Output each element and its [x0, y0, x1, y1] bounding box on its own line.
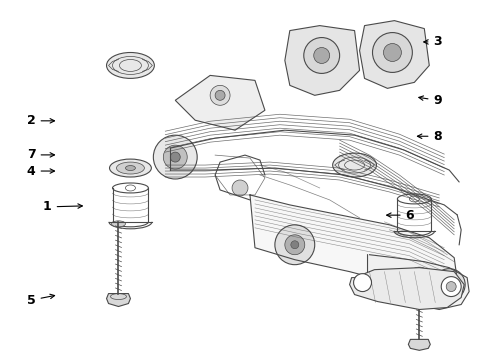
Text: 6: 6	[387, 209, 414, 222]
Text: 8: 8	[417, 130, 442, 143]
Text: 4: 4	[27, 165, 54, 177]
Circle shape	[314, 48, 330, 63]
Circle shape	[441, 276, 457, 293]
Circle shape	[215, 90, 225, 100]
Polygon shape	[250, 195, 457, 289]
Circle shape	[171, 152, 180, 162]
Polygon shape	[360, 21, 429, 88]
Polygon shape	[368, 255, 469, 310]
Ellipse shape	[106, 53, 154, 78]
Text: 3: 3	[424, 35, 442, 49]
Circle shape	[304, 37, 340, 73]
Circle shape	[232, 180, 248, 196]
Polygon shape	[408, 339, 430, 350]
Text: 7: 7	[27, 148, 54, 161]
Circle shape	[433, 269, 465, 301]
Polygon shape	[285, 26, 360, 95]
Circle shape	[285, 235, 305, 255]
Ellipse shape	[125, 166, 135, 171]
Circle shape	[275, 225, 315, 265]
Ellipse shape	[333, 153, 376, 177]
Text: 5: 5	[27, 294, 54, 307]
Ellipse shape	[112, 221, 125, 227]
Circle shape	[291, 241, 299, 249]
Circle shape	[372, 32, 413, 72]
Text: 9: 9	[419, 94, 442, 107]
Polygon shape	[349, 268, 464, 310]
Circle shape	[210, 85, 230, 105]
Polygon shape	[106, 293, 130, 306]
Circle shape	[354, 274, 371, 292]
Circle shape	[446, 282, 456, 292]
Circle shape	[153, 135, 197, 179]
Circle shape	[163, 145, 187, 169]
Ellipse shape	[117, 162, 145, 174]
Ellipse shape	[414, 267, 425, 272]
Circle shape	[441, 276, 461, 297]
Text: 2: 2	[27, 114, 54, 127]
Polygon shape	[175, 75, 265, 130]
Ellipse shape	[110, 159, 151, 177]
Circle shape	[384, 44, 401, 62]
Text: 1: 1	[43, 201, 82, 213]
